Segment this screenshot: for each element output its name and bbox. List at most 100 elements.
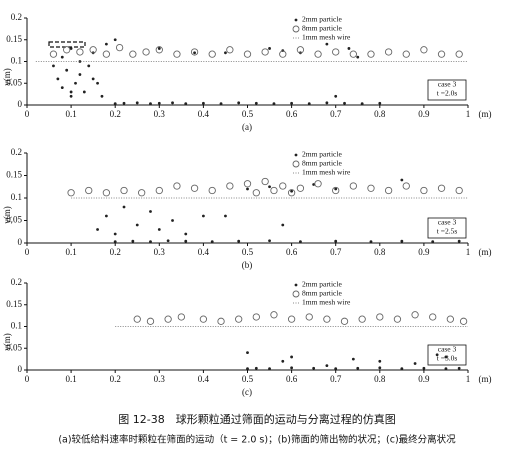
annotation: t =2.5s <box>437 227 458 236</box>
particle-8mm <box>173 182 181 190</box>
series <box>96 178 461 244</box>
annotation: case 3 <box>438 345 457 354</box>
particle-8mm <box>332 186 340 195</box>
particle-8mm <box>384 48 393 56</box>
particle-8mm <box>393 315 402 323</box>
particle-8mm <box>102 50 111 58</box>
particle-2mm <box>400 178 404 182</box>
x-tick-label: 0.4 <box>198 374 210 384</box>
particle-2mm <box>268 185 271 189</box>
particle-2mm <box>122 101 126 105</box>
particle-2mm <box>237 101 241 105</box>
y-tick-label: 0 <box>18 237 23 247</box>
particle-2mm <box>78 73 82 76</box>
particle-2mm <box>202 101 205 105</box>
particle-8mm <box>323 315 331 323</box>
particle-8mm <box>67 189 75 197</box>
particle-8mm <box>279 182 287 190</box>
particle-2mm <box>413 362 417 365</box>
particle-8mm <box>76 48 84 56</box>
particle-2mm <box>268 239 271 243</box>
particle-8mm <box>261 177 269 186</box>
particle-8mm <box>384 186 393 195</box>
particle-2mm <box>184 232 188 236</box>
particle-8mm <box>437 184 446 192</box>
particle-8mm <box>305 313 313 321</box>
particle-8mm <box>349 50 357 58</box>
particle-2mm <box>334 94 338 98</box>
annotation: t =2.0s <box>437 89 458 98</box>
particle-2mm <box>82 90 86 94</box>
x-tick-label: 0.7 <box>330 109 342 119</box>
particle-8mm <box>296 184 305 192</box>
particle-2mm <box>431 240 435 244</box>
particle-8mm <box>102 189 111 197</box>
x-axis-label: (m) <box>479 247 492 257</box>
particle-2mm <box>347 47 351 50</box>
particle-2mm <box>343 101 346 105</box>
legend-label: 1mm mesh wire <box>302 33 351 42</box>
x-tick-label: 0.9 <box>418 247 430 257</box>
x-tick-label: 0.3 <box>154 247 166 257</box>
legend-marker <box>292 25 300 33</box>
x-tick-label: 0.5 <box>242 109 254 119</box>
particle-2mm <box>400 239 404 243</box>
particle-2mm <box>149 210 152 213</box>
particle-2mm <box>444 367 448 371</box>
particle-8mm <box>199 315 208 323</box>
particle-2mm <box>224 214 227 218</box>
particle-2mm <box>281 359 285 363</box>
particle-8mm <box>349 182 357 190</box>
caption-title: 图 12-38 球形颗粒通过筛面的运动与分离过程的仿真图 <box>118 412 395 426</box>
x-tick-label: 0.1 <box>65 247 76 257</box>
particle-8mm <box>63 46 71 54</box>
particle-8mm <box>49 50 58 58</box>
particle-2mm <box>281 223 285 227</box>
legend-marker <box>292 290 300 298</box>
x-tick-label: 0.2 <box>110 109 121 119</box>
particle-8mm <box>120 186 128 195</box>
particle-8mm <box>115 43 124 52</box>
particle-2mm <box>157 101 161 105</box>
particle-8mm <box>85 186 93 195</box>
x-tick-label: 0.4 <box>198 109 210 119</box>
particle-2mm <box>290 101 293 105</box>
x-tick-label: 0.3 <box>154 109 166 119</box>
x-tick-label: 0.5 <box>242 247 254 257</box>
y-tick-label: 0.15 <box>6 299 22 309</box>
particle-2mm <box>113 240 117 244</box>
particle-2mm <box>157 47 161 50</box>
caption-subtitle: (a)较低给料速率时颗粒在筛面的运动（t = 2.0 s)；(b)筛面的筛出物的… <box>58 434 456 446</box>
panel-label: (b) <box>242 260 253 270</box>
particle-2mm <box>113 102 117 106</box>
particle-2mm <box>52 64 55 68</box>
particle-2mm <box>104 214 108 218</box>
particle-2mm <box>351 357 355 361</box>
particle-2mm <box>135 223 139 227</box>
particle-8mm <box>252 313 260 321</box>
particle-2mm <box>246 351 249 354</box>
y-tick-label: 0 <box>18 99 23 109</box>
particle-8mm <box>155 186 163 195</box>
annotation-box <box>427 217 467 239</box>
particle-2mm <box>290 189 293 193</box>
x-tick-label: 0.2 <box>110 247 121 257</box>
particle-8mm <box>279 50 287 58</box>
particle-2mm <box>268 47 271 50</box>
particle-8mm <box>314 180 322 188</box>
particle-2mm <box>457 239 461 243</box>
particle-8mm <box>164 315 172 323</box>
particle-2mm <box>246 187 249 191</box>
particle-8mm <box>420 186 428 195</box>
x-tick-label: 0 <box>25 109 30 119</box>
particle-2mm <box>356 55 360 59</box>
legend-marker <box>292 160 300 168</box>
series <box>133 311 468 325</box>
legend-label: 1mm mesh wire <box>302 168 351 177</box>
legend-label: 2mm particle <box>302 280 342 289</box>
particle-2mm <box>202 214 205 218</box>
particle-8mm <box>446 315 455 323</box>
x-axis-label: (m) <box>479 109 492 119</box>
particle-8mm <box>155 46 163 54</box>
